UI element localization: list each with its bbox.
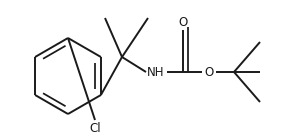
Text: O: O [178,15,188,29]
Text: NH: NH [147,66,165,79]
Text: Cl: Cl [89,121,101,135]
Text: O: O [204,66,214,79]
